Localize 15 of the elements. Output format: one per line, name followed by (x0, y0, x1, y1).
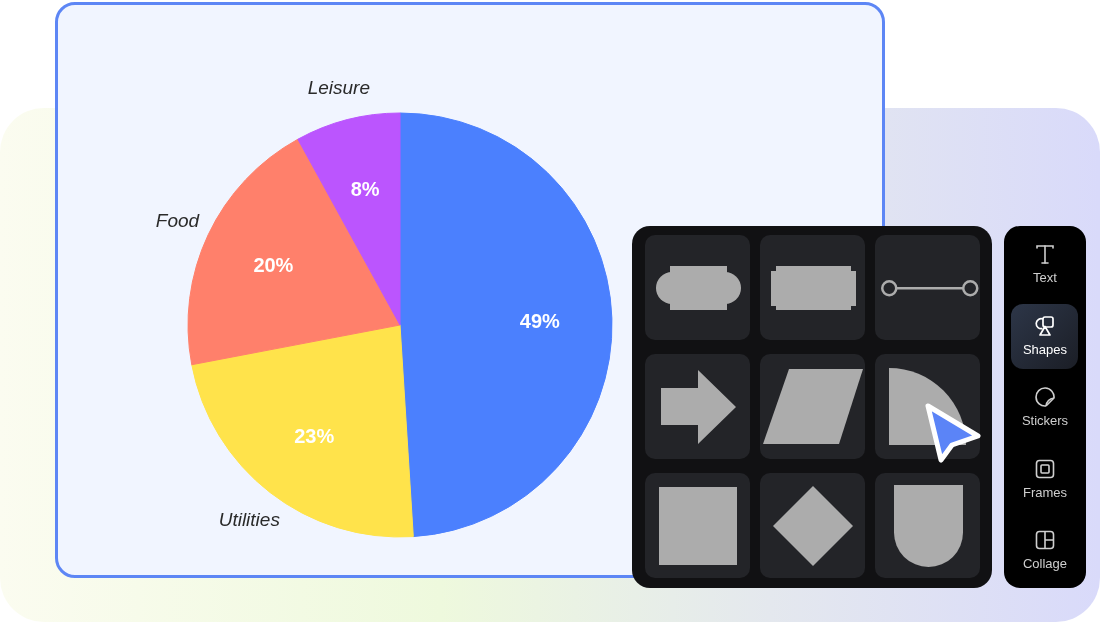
text: Collage (1021, 556, 1069, 572)
pie-slice (191, 324, 414, 538)
text: Frames (1021, 484, 1069, 501)
data-label: 20% (253, 254, 294, 277)
data-label: 49% (519, 309, 561, 332)
text: Stickers (1020, 413, 1070, 429)
slice-label: Utilities (218, 508, 281, 530)
pie-slice (297, 112, 401, 326)
data-label: 8% (350, 178, 380, 201)
text: Text (1032, 270, 1058, 286)
slice-label: Leisure (307, 76, 371, 98)
data-label: 23% (294, 424, 335, 447)
slice-label: Food (155, 209, 201, 231)
pie-slice (399, 112, 613, 538)
text: Shapes (1021, 341, 1069, 358)
